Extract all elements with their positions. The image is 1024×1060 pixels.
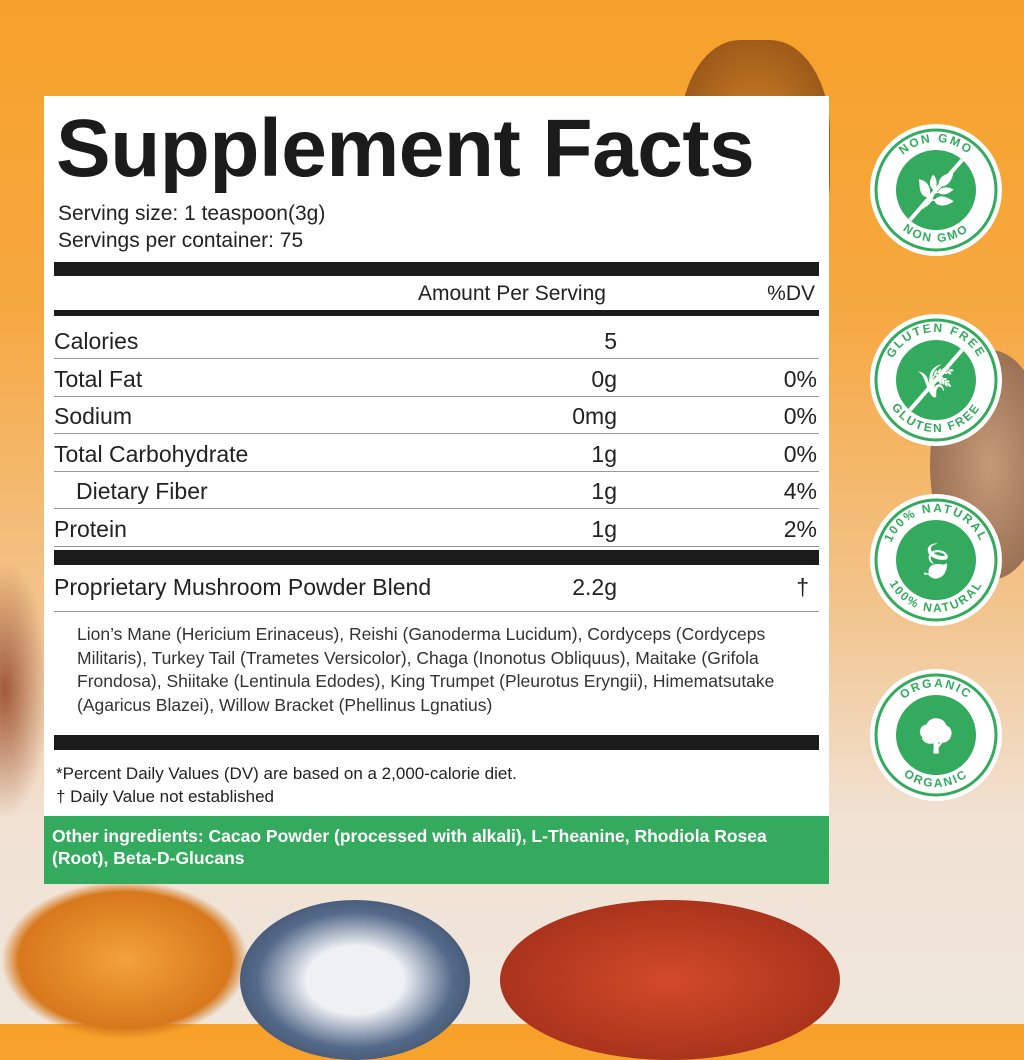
serving-size: Serving size: 1 teaspoon(3g) [58, 202, 326, 225]
svg-text:🌳: 🌳 [916, 717, 956, 754]
nutrient-name: Dietary Fiber [76, 478, 208, 504]
blend-amount: 2.2g [572, 574, 617, 600]
badge-non-gmo: NON GMO NON GMO 🌿 [870, 124, 1002, 256]
nutrient-row: Dietary Fiber 1g 4% [54, 472, 819, 509]
svg-text:🍃: 🍃 [916, 542, 956, 579]
badge-organic: ORGANIC ORGANIC 🌳 [870, 669, 1002, 801]
powder-image [0, 560, 50, 820]
blend-ingredients: Lion’s Mane (Hericium Erinaceus), Reishi… [77, 624, 775, 715]
nutrient-amount: 1g [591, 515, 617, 542]
nutrient-row: Total Fat 0g 0% [54, 360, 819, 397]
nutrient-row: Sodium 0mg 0% [54, 397, 819, 434]
footnote-dagger: † Daily Value not established [56, 787, 274, 806]
leaf-branch-crossed-icon: 🌿 [908, 158, 964, 222]
nutrient-name: Calories [54, 328, 139, 354]
blend-dv: † [796, 574, 809, 600]
nutrient-row: Protein 1g 2% [54, 510, 819, 547]
divider-thick [54, 262, 819, 276]
footnote-dv: *Percent Daily Values (DV) are based on … [56, 764, 517, 783]
divider-thick [54, 735, 819, 750]
cordyceps-image [0, 880, 250, 1040]
tree-icon: 🌳 [916, 717, 956, 754]
nutrient-amount: 0mg [572, 403, 617, 429]
nutrient-dv: 2% [783, 515, 817, 542]
nutrient-dv: 0% [783, 440, 817, 467]
nutrient-row: Calories 5 [54, 322, 819, 359]
nutrient-name: Total Fat [54, 365, 143, 392]
nutrient-dv: 0% [783, 403, 817, 429]
amount-header: Amount Per Serving [418, 282, 606, 305]
turkey-tail-image [240, 900, 470, 1060]
wheat-crossed-icon: 🌾 [908, 348, 964, 412]
dv-header: %DV [767, 282, 815, 305]
nutrient-amount: 0g [591, 365, 617, 392]
divider-thick [54, 550, 819, 565]
servings-per-container: Servings per container: 75 [58, 229, 304, 252]
other-ingredients: Other ingredients: Cacao Powder (process… [44, 816, 829, 884]
nutrient-dv: 4% [783, 478, 817, 504]
nutrient-dv: 0% [783, 365, 817, 392]
nutrient-row: Total Carbohydrate 1g 0% [54, 435, 819, 472]
nutrient-name: Total Carbohydrate [54, 440, 249, 467]
nutrient-amount: 1g [591, 440, 617, 467]
badge-100-natural: 100% NATURAL 100% NATURAL 🍃 [870, 494, 1002, 626]
reishi-image [500, 900, 840, 1060]
nutrient-amount: 1g [591, 478, 617, 504]
nutrient-amount: 5 [604, 328, 617, 354]
nutrient-name: Protein [54, 515, 127, 542]
blend-name: Proprietary Mushroom Powder Blend [54, 574, 432, 600]
badge-gluten-free: GLUTEN FREE GLUTEN FREE 🌾 [870, 314, 1002, 446]
nutrient-name: Sodium [54, 403, 132, 429]
leaf-icon: 🍃 [916, 542, 956, 579]
blend-row: Proprietary Mushroom Powder Blend 2.2g † [54, 570, 819, 612]
label-title: Supplement Facts [56, 103, 755, 194]
supplement-facts-label: Supplement Facts Serving size: 1 teaspoo… [44, 96, 829, 884]
divider-medium [54, 310, 819, 316]
